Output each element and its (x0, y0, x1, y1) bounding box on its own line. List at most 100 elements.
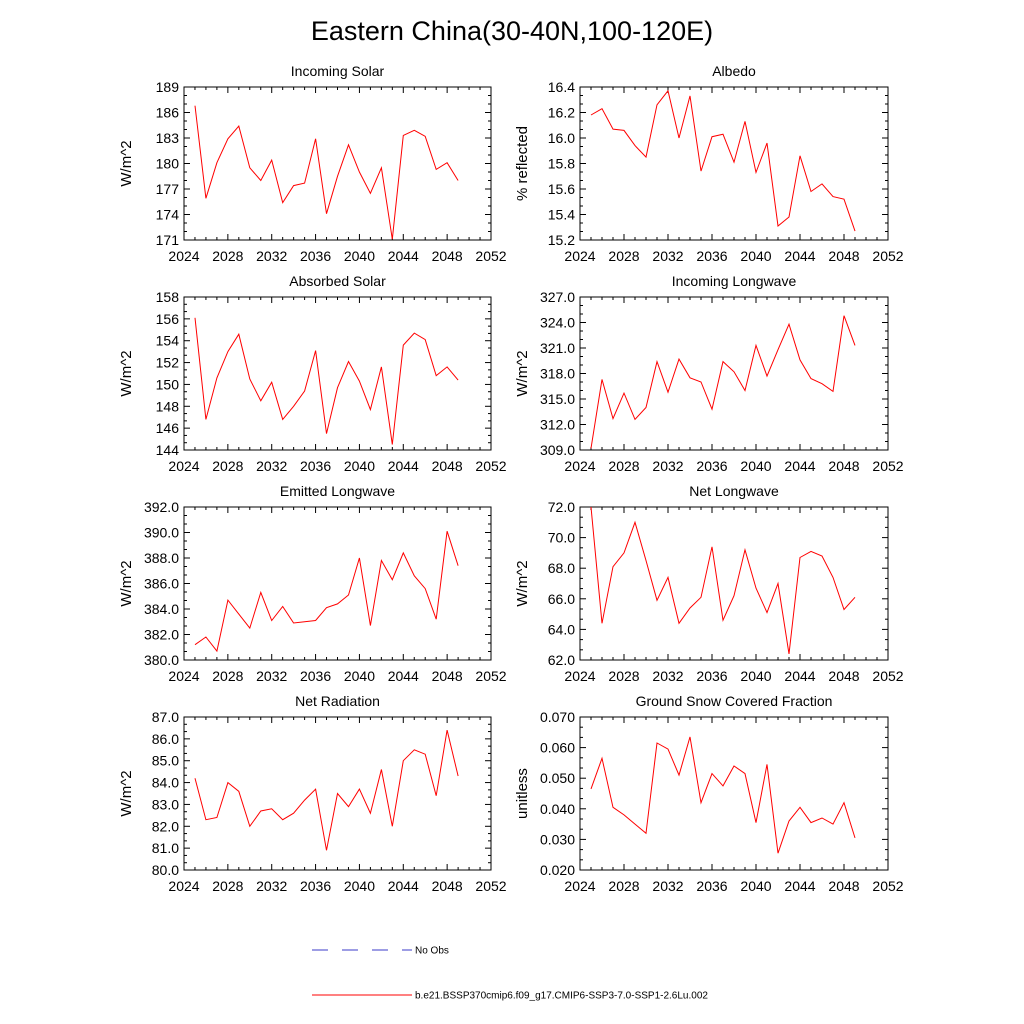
panel-net-radiation: Net Radiation 2024 2028 2032 2036 2040 2044 204… (118, 693, 507, 894)
x-tick-label: 2024 (168, 878, 199, 894)
x-tick-label: 2024 (168, 458, 199, 474)
data-point (810, 190, 813, 193)
x-tick-label: 2052 (872, 458, 903, 474)
y-tick-label: 82.0 (152, 818, 179, 834)
series-line-ground-snow-covered-fraction (590, 736, 856, 854)
data-point (391, 238, 394, 241)
data-point (435, 794, 438, 797)
data-point (292, 622, 295, 625)
y-tick-label: 386.0 (144, 576, 179, 592)
data-point (711, 135, 714, 138)
data-point (733, 370, 736, 373)
data-point (678, 358, 681, 361)
y-tick-label: 86.0 (152, 731, 179, 747)
data-point (347, 593, 350, 596)
panel-emitted-longwave: Emitted Longwave 2024 2028 2032 2036 2040 2044… (118, 483, 507, 684)
y-tick-label: 0.030 (540, 831, 575, 847)
data-point (424, 338, 427, 341)
x-tick-label: 2048 (828, 248, 859, 264)
data-point (799, 358, 802, 361)
data-point (435, 374, 438, 377)
x-tick-label: 2040 (344, 458, 375, 474)
data-point (336, 792, 339, 795)
plot-frame (183, 296, 492, 451)
data-point (634, 418, 637, 421)
x-tick-label: 2044 (784, 458, 815, 474)
x-tick-label: 2040 (740, 878, 771, 894)
data-point (601, 378, 604, 381)
x-tick-label: 2036 (300, 878, 331, 894)
x-tick-label: 2024 (168, 668, 199, 684)
data-point (766, 763, 769, 766)
data-point (843, 801, 846, 804)
y-axis-label: W/m^2 (514, 560, 531, 606)
data-point (446, 729, 449, 732)
panel-ground-snow-covered-fraction: Ground Snow Covered Fraction 2024 2028 2032… (514, 693, 904, 894)
y-tick-label: 183 (156, 130, 180, 146)
y-tick-label: 64.0 (548, 621, 575, 637)
y-tick-label: 0.050 (540, 770, 575, 786)
data-point (380, 559, 383, 562)
legend-label-model-run: b.e21.BSSP370cmip6.f09_g17.CMIP6-SSP3-7.… (415, 991, 708, 1002)
y-tick-label: 0.060 (540, 740, 575, 756)
y-tick-label: 85.0 (152, 753, 179, 769)
data-point (193, 643, 196, 646)
data-point (722, 619, 725, 622)
data-point (711, 408, 714, 411)
x-tick-label: 2036 (696, 878, 727, 894)
data-point (612, 417, 615, 420)
data-point (215, 650, 218, 653)
data-point (744, 389, 747, 392)
y-tick-label: 80.0 (152, 862, 179, 878)
data-point (270, 619, 273, 622)
x-tick-label: 2032 (652, 458, 683, 474)
data-point (402, 551, 405, 554)
x-tick-label: 2036 (696, 458, 727, 474)
x-tick-label: 2040 (740, 458, 771, 474)
data-point (314, 788, 317, 791)
y-tick-label: 0.020 (540, 862, 575, 878)
panel-albedo: Albedo 2024 2028 2032 2036 2040 2044 2048 2052 15… (514, 63, 904, 264)
data-point (424, 135, 427, 138)
data-point (358, 380, 361, 383)
x-tick-label: 2028 (608, 878, 639, 894)
panel-grid: Incoming Solar 2024 2028 2032 2036 2040 2044 20… (118, 63, 904, 894)
y-tick-label: 171 (156, 232, 180, 248)
data-point (821, 816, 824, 819)
data-point (777, 582, 780, 585)
data-point (413, 332, 416, 335)
data-point (755, 821, 758, 824)
data-point (391, 825, 394, 828)
data-point (656, 103, 659, 106)
y-tick-label: 148 (156, 398, 180, 414)
y-tick-label: 156 (156, 311, 180, 327)
data-point (612, 128, 615, 131)
data-point (656, 742, 659, 745)
data-point (325, 212, 328, 215)
data-point (347, 805, 350, 808)
data-point (854, 836, 857, 839)
x-tick-label: 2044 (388, 668, 419, 684)
data-point (204, 197, 207, 200)
y-tick-label: 83.0 (152, 796, 179, 812)
data-point (799, 806, 802, 809)
data-point (424, 753, 427, 756)
y-tick-label: 15.6 (548, 181, 575, 197)
y-tick-label: 66.0 (548, 591, 575, 607)
x-tick-label: 2028 (212, 458, 243, 474)
y-tick-label: 318.0 (540, 366, 575, 382)
x-tick-label: 2036 (300, 458, 331, 474)
data-point (237, 790, 240, 793)
data-point (270, 159, 273, 162)
x-tick-label: 2052 (475, 458, 506, 474)
x-tick-label: 2040 (344, 878, 375, 894)
data-point (799, 154, 802, 157)
panel-incoming-longwave: Incoming Longwave 2024 2028 2032 2036 2040 204… (514, 273, 904, 474)
panel-title: Net Radiation (295, 693, 380, 709)
data-point (292, 812, 295, 815)
data-point (237, 125, 240, 128)
data-point (656, 599, 659, 602)
series-line-net-radiation (194, 729, 459, 851)
y-tick-label: 324.0 (540, 315, 575, 331)
y-tick-label: 180 (156, 156, 180, 172)
